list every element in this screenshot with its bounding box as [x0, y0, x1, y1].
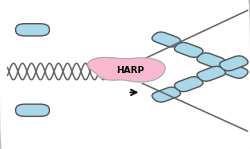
FancyBboxPatch shape	[16, 24, 50, 36]
FancyBboxPatch shape	[174, 42, 203, 57]
FancyBboxPatch shape	[220, 63, 248, 78]
FancyBboxPatch shape	[197, 53, 226, 68]
Text: HARP: HARP	[116, 66, 144, 75]
FancyBboxPatch shape	[152, 32, 180, 47]
Polygon shape	[88, 57, 165, 82]
FancyBboxPatch shape	[152, 87, 180, 102]
FancyBboxPatch shape	[16, 104, 50, 116]
FancyBboxPatch shape	[220, 56, 248, 71]
FancyBboxPatch shape	[197, 66, 226, 81]
FancyBboxPatch shape	[174, 77, 203, 92]
